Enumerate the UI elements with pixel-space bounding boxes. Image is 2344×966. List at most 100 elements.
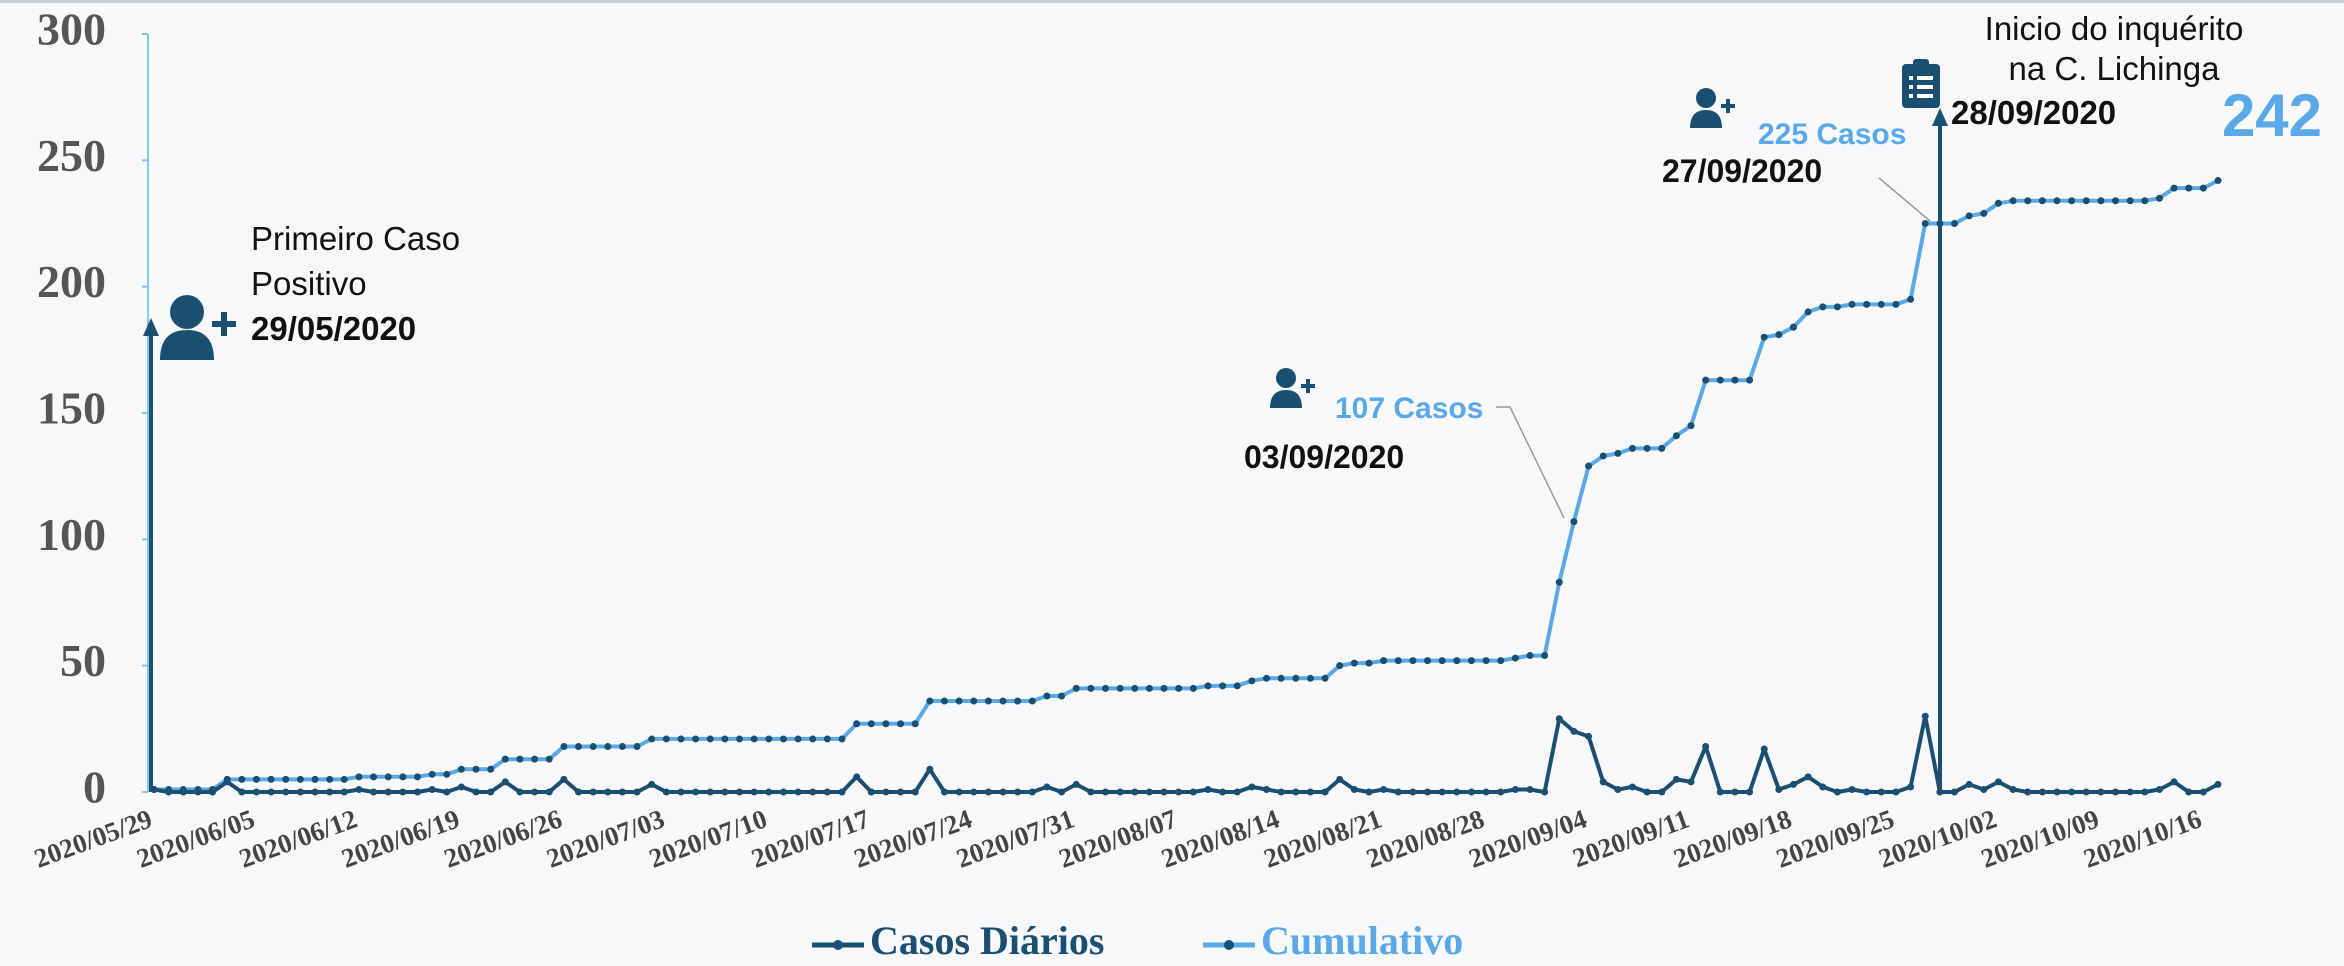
x-tick-label: 2020/09/25 xyxy=(1772,803,1898,873)
point xyxy=(911,788,919,796)
point xyxy=(794,735,802,743)
x-tick-label: 2020/07/10 xyxy=(645,803,771,873)
annotation: 27/09/2020 xyxy=(1662,153,1822,189)
point xyxy=(1672,432,1680,440)
point xyxy=(1409,788,1417,796)
point xyxy=(1467,788,1475,796)
point xyxy=(2053,788,2061,796)
point xyxy=(1848,300,1856,308)
annotation: Positivo xyxy=(251,265,367,302)
point xyxy=(1804,773,1812,781)
x-tick-label: 2020/08/21 xyxy=(1260,803,1386,873)
point xyxy=(1438,657,1446,665)
point xyxy=(1746,788,1754,796)
point xyxy=(1438,788,1446,796)
point xyxy=(955,697,963,705)
point xyxy=(1994,778,2002,786)
point xyxy=(1336,662,1344,670)
point xyxy=(1424,657,1432,665)
point xyxy=(575,788,583,796)
point xyxy=(1628,444,1636,452)
x-tick-label: 2020/09/18 xyxy=(1670,803,1796,873)
point xyxy=(575,743,583,751)
point xyxy=(1760,745,1768,753)
point xyxy=(662,788,670,796)
point xyxy=(1350,785,1358,793)
point xyxy=(618,743,626,751)
x-tick-label: 2020/06/26 xyxy=(440,803,566,873)
x-tick-label: 2020/10/02 xyxy=(1875,803,2001,873)
point xyxy=(1789,780,1797,788)
point xyxy=(911,720,919,728)
point xyxy=(1277,788,1285,796)
point xyxy=(1863,788,1871,796)
point xyxy=(750,735,758,743)
point xyxy=(1365,788,1373,796)
point xyxy=(252,788,260,796)
point xyxy=(882,788,890,796)
y-tick-label: 200 xyxy=(37,256,106,307)
point xyxy=(692,735,700,743)
point xyxy=(706,788,714,796)
point xyxy=(1482,657,1490,665)
point xyxy=(1263,674,1271,682)
point xyxy=(1058,788,1066,796)
clipboard-icon xyxy=(1902,59,1940,108)
point xyxy=(853,720,861,728)
x-tick-label: 2020/06/05 xyxy=(133,803,259,873)
point xyxy=(1716,376,1724,384)
point xyxy=(1746,376,1754,384)
point xyxy=(355,785,363,793)
x-tick-label: 2020/08/28 xyxy=(1362,803,1488,873)
point xyxy=(340,788,348,796)
point xyxy=(223,778,231,786)
annotation: na C. Lichinga xyxy=(2009,50,2221,87)
point xyxy=(1365,659,1373,667)
point xyxy=(1175,788,1183,796)
point xyxy=(487,788,495,796)
point xyxy=(999,697,1007,705)
person-icon xyxy=(1270,368,1315,408)
point xyxy=(2185,788,2193,796)
point xyxy=(531,788,539,796)
point xyxy=(1101,788,1109,796)
point xyxy=(1233,788,1241,796)
point xyxy=(1380,657,1388,665)
point xyxy=(501,778,509,786)
point xyxy=(238,775,246,783)
point xyxy=(2155,785,2163,793)
point xyxy=(1101,684,1109,692)
point xyxy=(1072,684,1080,692)
point xyxy=(267,788,275,796)
point xyxy=(1877,788,1885,796)
point xyxy=(2126,197,2134,205)
point xyxy=(1555,578,1563,586)
point xyxy=(1219,682,1227,690)
point xyxy=(794,788,802,796)
point xyxy=(1306,788,1314,796)
point xyxy=(853,773,861,781)
point xyxy=(1497,788,1505,796)
x-tick-label: 2020/07/24 xyxy=(850,803,976,873)
point xyxy=(399,773,407,781)
point xyxy=(501,755,509,763)
point xyxy=(296,775,304,783)
series-line xyxy=(154,178,2219,792)
point xyxy=(1453,657,1461,665)
point xyxy=(443,770,451,778)
point xyxy=(1599,452,1607,460)
point xyxy=(940,788,948,796)
point xyxy=(150,785,158,793)
point xyxy=(1511,785,1519,793)
point xyxy=(1306,674,1314,682)
point xyxy=(1570,518,1578,526)
point xyxy=(2009,785,2017,793)
point xyxy=(1087,788,1095,796)
legend: Casos Diários Cumulativo xyxy=(812,918,1463,963)
point xyxy=(1292,788,1300,796)
point xyxy=(2053,197,2061,205)
point xyxy=(2112,197,2120,205)
point xyxy=(677,735,685,743)
point xyxy=(1877,300,1885,308)
point xyxy=(2038,197,2046,205)
